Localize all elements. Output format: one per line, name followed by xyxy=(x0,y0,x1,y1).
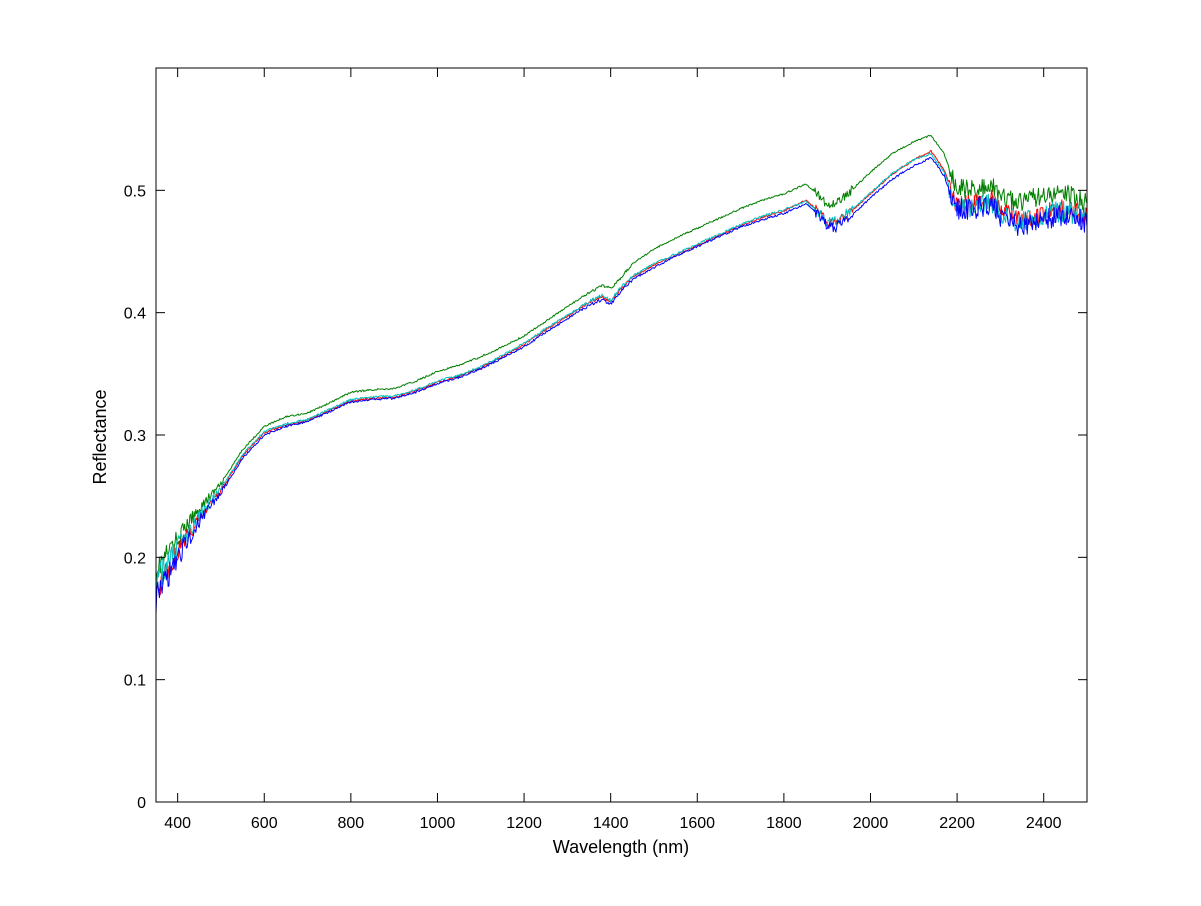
x-tick-label: 1200 xyxy=(506,815,542,832)
y-tick-label: 0.2 xyxy=(124,550,146,567)
x-tick-label: 800 xyxy=(338,815,365,832)
y-axis-label: Reflectance xyxy=(90,389,110,484)
x-tick-label: 1600 xyxy=(679,815,715,832)
series-layer xyxy=(155,134,1088,615)
x-tick-label: 1400 xyxy=(593,815,629,832)
y-tick-label: 0.3 xyxy=(124,428,146,445)
series-line xyxy=(155,134,1088,583)
x-tick-label: 2000 xyxy=(853,815,889,832)
series-line xyxy=(155,156,1088,615)
x-tick-label: 2400 xyxy=(1026,815,1062,832)
x-tick-label: 1000 xyxy=(420,815,456,832)
x-axis-label: Wavelength (nm) xyxy=(553,837,689,857)
y-tick-label: 0.5 xyxy=(124,183,146,200)
x-tick-label: 400 xyxy=(164,815,191,832)
axes-background xyxy=(156,68,1087,802)
x-ticks: 400 600 800 1000 1200 1400 1600 1800 2000 2200 240… xyxy=(164,68,1062,832)
y-tick-label: 0.4 xyxy=(124,306,146,323)
series-line xyxy=(155,152,1088,597)
series-line xyxy=(155,149,1088,605)
x-tick-label: 1800 xyxy=(766,815,802,832)
y-tick-label: 0 xyxy=(137,795,146,812)
x-tick-label: 2200 xyxy=(939,815,975,832)
y-ticks: 0 0.1 0.2 0.3 0.4 0.5 xyxy=(124,183,1087,812)
x-tick-label: 600 xyxy=(251,815,278,832)
y-tick-label: 0.1 xyxy=(124,673,146,690)
